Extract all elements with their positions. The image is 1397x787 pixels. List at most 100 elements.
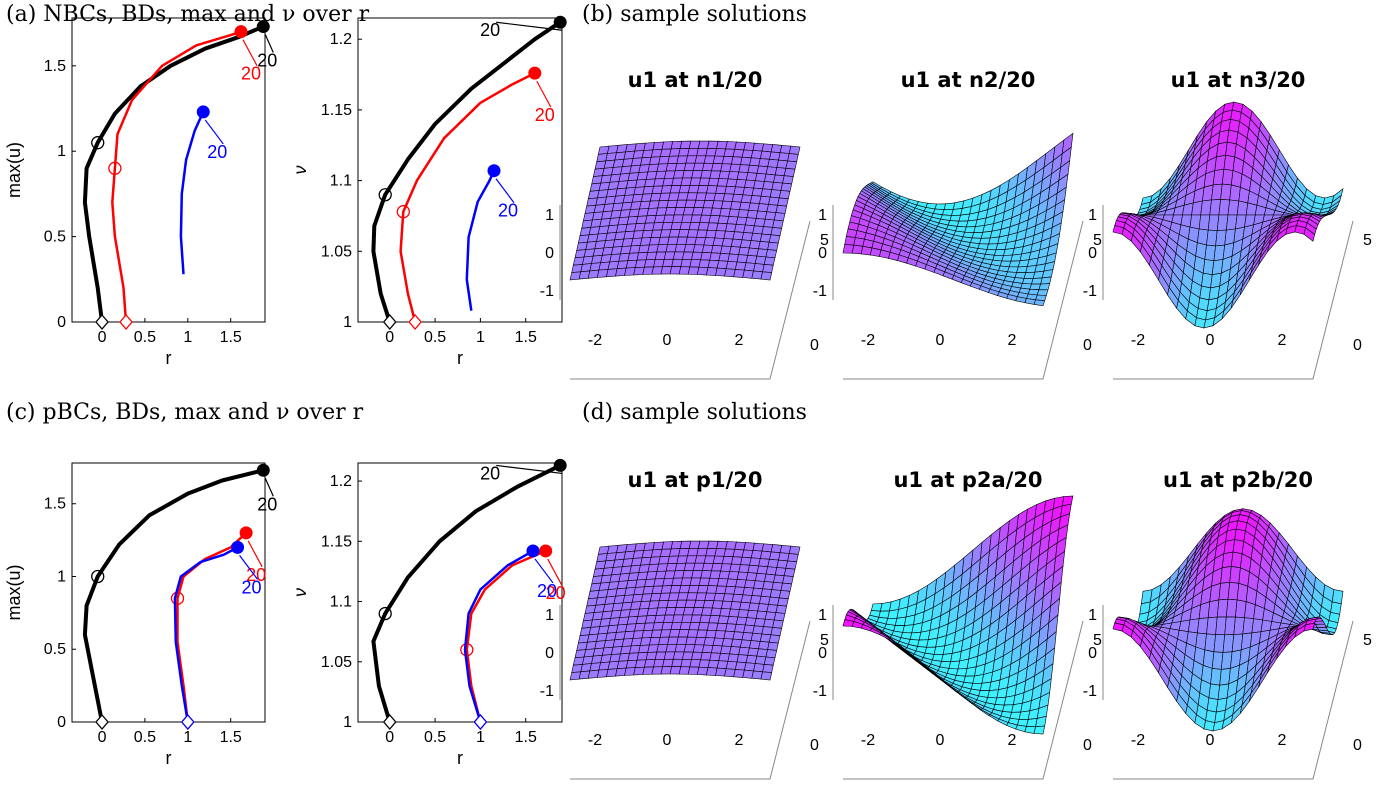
x-axis-label: r bbox=[457, 348, 463, 368]
end-point-marker bbox=[256, 20, 270, 34]
end-label: 20 bbox=[480, 20, 500, 40]
label-arrow bbox=[547, 558, 563, 586]
y-tick-label: 5 bbox=[1363, 632, 1372, 649]
series-line-red bbox=[399, 71, 536, 323]
end-label: 20 bbox=[242, 577, 262, 597]
z-tick-label: -1 bbox=[813, 283, 827, 300]
series-line-black bbox=[371, 463, 562, 723]
y-tick-label: 0 bbox=[1353, 337, 1362, 354]
surface-facet bbox=[1033, 299, 1046, 307]
surface-facet bbox=[788, 145, 801, 155]
y-tick-label: 0 bbox=[57, 714, 66, 731]
end-point-marker bbox=[487, 164, 501, 178]
y-tick-label: 1.2 bbox=[330, 473, 352, 490]
surface-title: u1 at p2b/20 bbox=[1163, 468, 1313, 492]
start-diamond-marker bbox=[473, 714, 488, 730]
z-tick-label: 0 bbox=[1088, 245, 1097, 262]
y-tick-label: 1.5 bbox=[44, 496, 66, 513]
plot-frame-c-max bbox=[71, 462, 266, 723]
surface-base-axes bbox=[843, 620, 1084, 780]
end-point-marker bbox=[231, 540, 245, 554]
y-tick-label: 5 bbox=[820, 632, 829, 649]
x-tick-label: 2 bbox=[1008, 332, 1017, 349]
end-point-marker bbox=[528, 66, 542, 80]
start-diamond-marker bbox=[95, 314, 109, 330]
panel-title-d: (d) sample solutions bbox=[582, 400, 807, 425]
y-tick-label: 1.15 bbox=[321, 533, 352, 550]
bifurcation-circle-marker bbox=[108, 161, 122, 175]
y-tick-label: 1 bbox=[343, 314, 352, 331]
plot-frame-a-max bbox=[71, 17, 266, 323]
x-tick-label: 0.5 bbox=[134, 729, 156, 746]
x-tick-label: 0 bbox=[385, 729, 394, 746]
series-line-blue bbox=[173, 546, 239, 723]
surface-title: u1 at p2a/20 bbox=[893, 468, 1042, 492]
z-tick-label: 1 bbox=[818, 207, 827, 224]
surface-title: u1 at n1/20 bbox=[628, 68, 763, 92]
label-arrow bbox=[264, 478, 274, 497]
surface-facet bbox=[1303, 622, 1316, 632]
surface-facet bbox=[768, 634, 781, 644]
series-line-red bbox=[176, 531, 247, 723]
surface-facet bbox=[785, 160, 798, 170]
surface-facet bbox=[783, 167, 796, 177]
surface-facet bbox=[1033, 725, 1046, 735]
x-tick-label: 0 bbox=[1206, 332, 1215, 349]
label-arrow bbox=[204, 119, 224, 145]
x-tick-label: 2 bbox=[1008, 732, 1017, 749]
surface-facet bbox=[782, 175, 794, 185]
label-arrow bbox=[536, 80, 552, 108]
surface-base-axes bbox=[1113, 220, 1354, 380]
surface-facet bbox=[760, 271, 773, 281]
surface-facet bbox=[780, 182, 793, 192]
x-tick-label: 1.5 bbox=[515, 729, 537, 746]
x-tick-label: 0 bbox=[936, 332, 945, 349]
series-line-black bbox=[82, 24, 265, 323]
x-tick-label: 1.5 bbox=[515, 329, 537, 346]
y-tick-label: 5 bbox=[1093, 632, 1102, 649]
y-tick-label: 1.5 bbox=[44, 58, 66, 75]
z-tick-label: 0 bbox=[1088, 645, 1097, 662]
label-arrow bbox=[496, 464, 563, 475]
z-tick-label: 0 bbox=[545, 645, 554, 662]
z-tick-label: 0 bbox=[818, 245, 827, 262]
x-tick-label: -2 bbox=[588, 332, 602, 349]
x-tick-label: 1 bbox=[183, 729, 192, 746]
surface-facet bbox=[765, 649, 778, 659]
end-point-marker bbox=[239, 526, 253, 540]
surface-mesh bbox=[569, 540, 801, 681]
end-label: 20 bbox=[207, 142, 227, 162]
surface-mesh bbox=[1112, 101, 1344, 329]
surface-mesh bbox=[842, 495, 1074, 735]
end-label: 20 bbox=[537, 581, 557, 601]
label-arrow bbox=[534, 558, 554, 584]
x-tick-label: 0.5 bbox=[134, 329, 156, 346]
surface-mesh bbox=[1112, 508, 1344, 732]
surface-facet bbox=[770, 227, 783, 237]
y-tick-label: 1.05 bbox=[321, 243, 352, 260]
surface-facet bbox=[773, 612, 786, 622]
surface-facet bbox=[778, 590, 791, 600]
z-tick-label: 1 bbox=[545, 607, 554, 624]
z-tick-label: -1 bbox=[1083, 283, 1097, 300]
y-tick-label: 1 bbox=[57, 143, 66, 160]
x-tick-label: 2 bbox=[1278, 732, 1287, 749]
bifurcation-circle-marker bbox=[91, 569, 105, 584]
surface-base-axes bbox=[843, 220, 1084, 380]
y-axis-label: ν bbox=[290, 588, 310, 597]
surface-facet bbox=[762, 664, 774, 673]
surface-title: u1 at n3/20 bbox=[1171, 68, 1306, 92]
x-axis-label: r bbox=[166, 748, 172, 768]
y-tick-label: 0 bbox=[57, 314, 66, 331]
x-tick-label: -2 bbox=[1131, 732, 1145, 749]
y-tick-label: 1 bbox=[57, 568, 66, 585]
surface-title: u1 at n2/20 bbox=[901, 68, 1036, 92]
start-diamond-marker bbox=[382, 314, 397, 330]
end-point-marker bbox=[539, 544, 553, 558]
x-tick-label: 2 bbox=[735, 732, 744, 749]
surface-facet bbox=[1036, 289, 1049, 296]
x-tick-label: 0 bbox=[663, 332, 672, 349]
surface-facet bbox=[1331, 589, 1344, 605]
panel-title-a: (a) NBCs, BDs, max and ν over r bbox=[6, 2, 370, 27]
end-point-marker bbox=[553, 15, 567, 29]
